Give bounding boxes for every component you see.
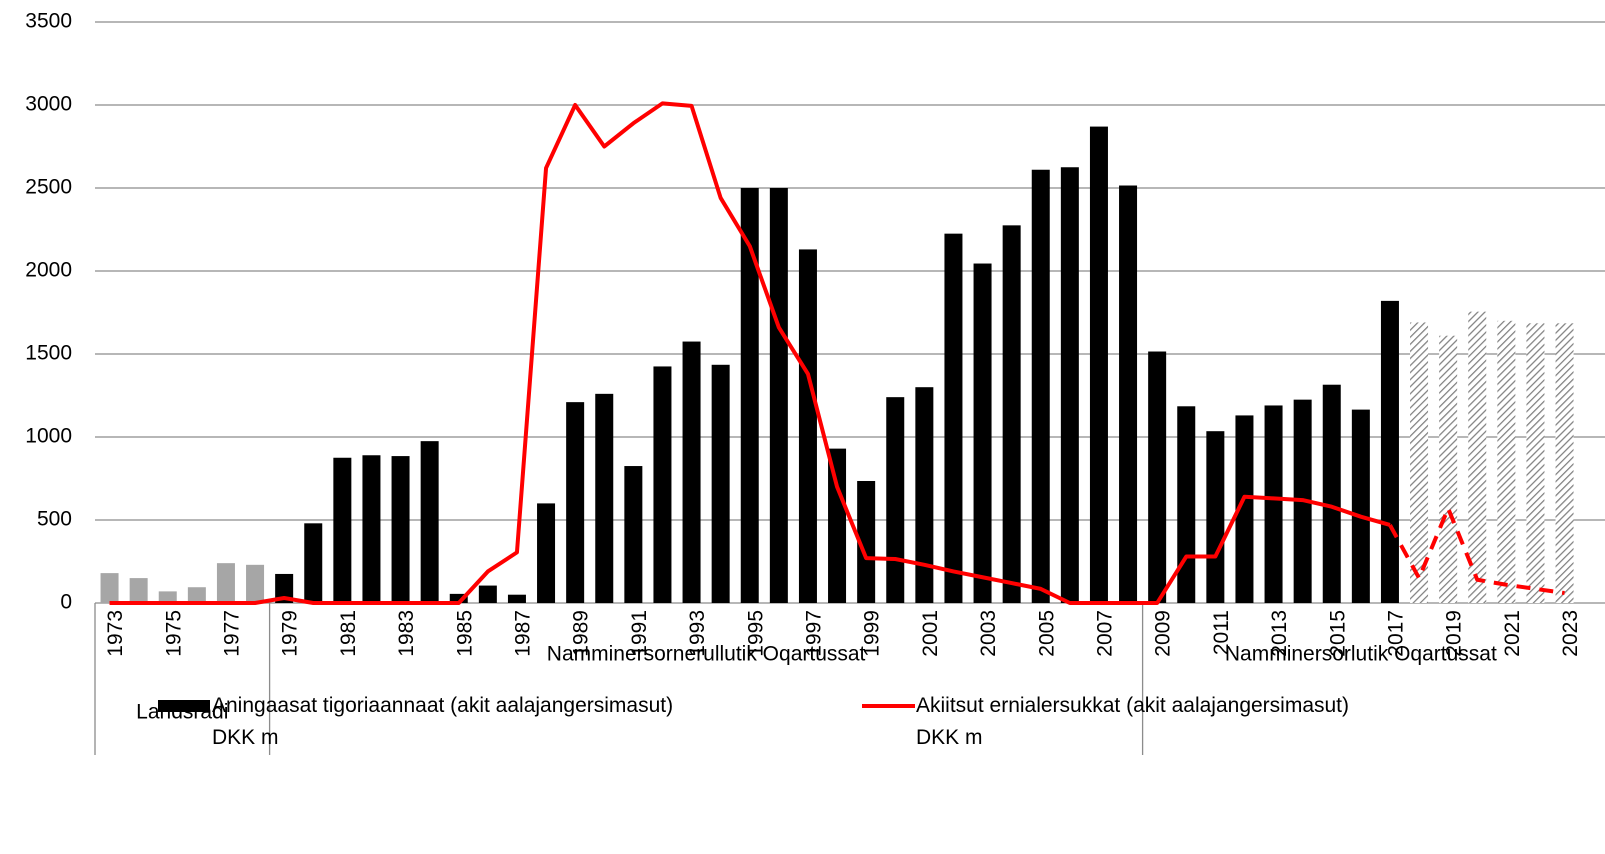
bar	[1002, 225, 1021, 603]
bar	[449, 593, 468, 603]
y-tick-label: 2500	[25, 176, 72, 199]
bar	[1089, 126, 1108, 603]
x-tick-label: 2013	[1268, 610, 1291, 657]
x-tick-label: 1983	[395, 610, 418, 657]
x-tick-label: 2021	[1501, 610, 1524, 657]
x-tick-label: 1999	[861, 610, 884, 657]
bar	[1410, 322, 1429, 603]
bar	[391, 456, 410, 603]
bar	[129, 578, 148, 603]
bar	[1380, 300, 1399, 603]
bar	[1439, 335, 1458, 603]
bar	[158, 591, 177, 603]
group-label: Namminersorlutik Oqartussat	[1225, 643, 1497, 666]
group-label: Namminersornerullutik Oqartussat	[547, 643, 866, 666]
bar	[478, 585, 497, 603]
bar	[187, 587, 206, 603]
bar	[216, 563, 235, 603]
x-tick-label: 2003	[977, 610, 1000, 657]
bar	[624, 466, 643, 603]
bar	[566, 402, 585, 603]
y-tick-label: 2000	[25, 259, 72, 282]
line	[109, 101, 1391, 605]
y-tick-label: 3000	[25, 93, 72, 116]
bar	[769, 188, 788, 603]
bar	[682, 341, 701, 603]
bar	[100, 573, 119, 603]
bar	[1526, 323, 1545, 603]
bar	[1322, 384, 1341, 603]
y-tick-label: 0	[60, 591, 72, 614]
bar	[798, 249, 817, 604]
x-tick-label: 2011	[1210, 610, 1233, 655]
x-tick-label: 1995	[744, 610, 767, 657]
bar	[275, 573, 294, 603]
x-tick-label: 1979	[279, 610, 302, 657]
bar	[1177, 406, 1196, 603]
x-tick-label: 2005	[1035, 610, 1058, 657]
x-tick-label: 2017	[1384, 610, 1407, 657]
bar	[915, 387, 934, 603]
bar	[1119, 185, 1138, 603]
x-tick-label: 2001	[919, 610, 942, 657]
legend-swatch	[158, 700, 210, 712]
bar	[1148, 351, 1167, 603]
bar	[711, 364, 730, 603]
x-tick-label: 2023	[1559, 610, 1582, 657]
bar	[304, 523, 323, 603]
bar	[246, 564, 265, 603]
y-tick-label: 1500	[25, 342, 72, 365]
bar	[740, 188, 759, 603]
x-tick-label: 1987	[511, 610, 534, 657]
line-dashed	[1388, 506, 1565, 596]
bar	[362, 455, 381, 603]
bar	[886, 397, 905, 603]
x-tick-label: 1993	[686, 610, 709, 657]
bar	[1497, 320, 1516, 603]
bar	[1235, 415, 1254, 603]
bar	[1555, 323, 1574, 603]
bar	[537, 503, 556, 603]
y-tick-label: 500	[37, 508, 72, 531]
x-tick-label: 2019	[1443, 610, 1466, 657]
x-tick-label: 1985	[453, 610, 476, 657]
bar	[1031, 169, 1050, 604]
x-tick-label: 1991	[628, 610, 651, 657]
bar	[1264, 405, 1283, 603]
x-tick-label: 2009	[1152, 610, 1175, 657]
bar	[828, 448, 847, 603]
x-tick-label: 1989	[570, 610, 593, 657]
bar	[944, 233, 963, 603]
bar	[653, 366, 672, 603]
bar	[1060, 167, 1079, 603]
bar	[507, 594, 526, 603]
x-tick-label: 1973	[104, 610, 127, 657]
y-tick-label: 1000	[25, 425, 72, 448]
legend-label: Aningaasat tigoriaannaat (akit aalajange…	[212, 694, 674, 749]
x-tick-label: 1977	[220, 610, 243, 657]
legend-label: Akiitsut ernialersukkat (akit aalajanger…	[916, 694, 1350, 749]
x-tick-label: 2007	[1093, 610, 1116, 657]
y-tick-label: 3500	[25, 10, 72, 33]
x-tick-label: 2015	[1326, 610, 1349, 657]
bar	[1351, 409, 1370, 603]
bar	[420, 441, 439, 603]
x-tick-label: 1981	[337, 610, 360, 657]
x-tick-label: 1997	[802, 610, 825, 657]
bar	[973, 263, 992, 603]
bar	[333, 457, 352, 603]
bar	[595, 393, 614, 603]
bar	[1468, 311, 1487, 603]
x-tick-label: 1975	[162, 610, 185, 657]
bar	[857, 480, 876, 603]
bar	[1206, 431, 1225, 603]
